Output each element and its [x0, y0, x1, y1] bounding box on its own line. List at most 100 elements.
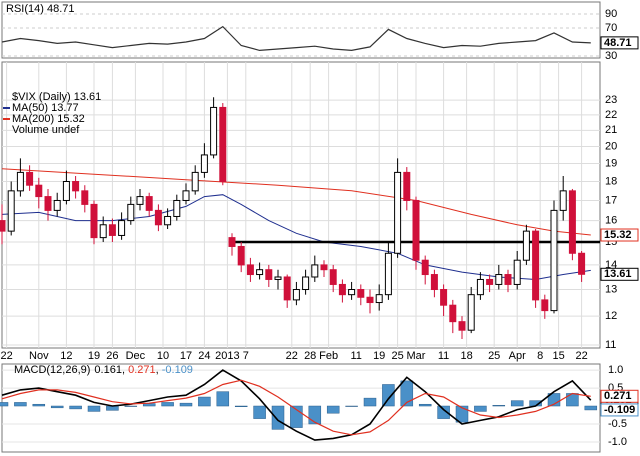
macd-legend: MACD(12,26,9) 0.161, 0.271, -0.109 — [14, 364, 193, 376]
candle-body — [99, 224, 107, 239]
candle-body — [495, 274, 503, 285]
x-tick-label: 28 — [304, 350, 316, 362]
candle-body — [550, 209, 558, 312]
y-tick-label: -1.0 — [608, 436, 627, 448]
y-tick-label: 23 — [605, 94, 617, 106]
x-tick-label: 10 — [157, 350, 169, 362]
candle-body — [164, 215, 172, 226]
histogram-bar — [492, 405, 506, 407]
candle-body — [366, 296, 374, 304]
candle-body — [274, 276, 282, 280]
legend-entry: MA(50) 13.77 — [12, 102, 79, 114]
y-tick-label: 20 — [605, 140, 617, 152]
candle-body — [173, 199, 181, 217]
histogram-bar — [584, 405, 598, 411]
macd-last-value-box — [600, 389, 639, 403]
candle-body — [35, 184, 43, 198]
candle-body — [532, 230, 540, 301]
histogram-bar — [326, 405, 340, 414]
y-tick-label: -0.5 — [608, 418, 627, 430]
candle-body — [421, 259, 429, 276]
x-tick-label: 15 — [552, 350, 564, 362]
candle-body — [265, 269, 273, 280]
price-legend-title: $VIX (Daily) 13.61 — [12, 91, 101, 103]
histogram-bar — [14, 402, 27, 407]
histogram-bar — [69, 405, 82, 410]
x-tick-label: Feb — [319, 350, 338, 362]
candle-body — [200, 154, 208, 173]
candle-body — [559, 190, 567, 211]
histogram-bar — [308, 405, 322, 425]
candle-body — [118, 220, 126, 236]
candle-body — [283, 276, 291, 301]
candle-body — [412, 199, 420, 261]
x-tick-label: 11 — [350, 350, 361, 362]
candle-body — [513, 259, 521, 285]
x-tick-label: 7 — [243, 350, 249, 362]
histogram-bar — [87, 405, 101, 412]
legend-spacer: , — [156, 364, 162, 376]
candle-body — [476, 278, 484, 296]
x-tick-label: 19 — [88, 350, 100, 362]
histogram-bar — [363, 397, 377, 407]
last-value-label: 15.32 — [604, 229, 632, 241]
rsi-last-value-box — [600, 36, 639, 50]
y-tick-label: 16 — [605, 215, 617, 227]
legend-entry: 0.271 — [128, 364, 156, 376]
rsi-title: RSI(14) 48.71 — [6, 3, 74, 15]
histogram-bar — [345, 405, 358, 407]
candle-body — [7, 190, 15, 232]
y-tick-label: 30 — [605, 50, 617, 62]
histogram-bar — [437, 405, 450, 419]
candle-body — [348, 289, 356, 296]
candle-body — [0, 220, 6, 232]
candle-body — [320, 264, 328, 271]
y-tick-label: 13 — [605, 283, 617, 295]
histogram-bar — [271, 405, 285, 430]
candle-body — [292, 289, 300, 301]
candle-body — [440, 289, 448, 306]
macd-line — [1, 379, 591, 436]
y-tick-label: 1.0 — [608, 364, 623, 376]
x-tick-label: 22 — [0, 350, 12, 362]
candle-body — [578, 252, 586, 275]
candle-body — [449, 304, 457, 323]
candle-body — [136, 196, 144, 205]
macd-last-value: 0.271 — [604, 390, 632, 402]
candle-body — [62, 180, 70, 201]
candle-body — [486, 278, 494, 285]
histogram-bar — [418, 403, 432, 407]
x-tick-label: 11 — [438, 350, 449, 362]
candle-body — [430, 274, 438, 291]
candle-body — [44, 196, 52, 211]
candle-body — [458, 321, 466, 331]
histogram-bar — [510, 400, 524, 407]
macd-panel — [1, 363, 601, 453]
histogram-bar — [400, 380, 414, 407]
macd-last-value-box — [600, 403, 639, 417]
candle-body — [522, 230, 530, 261]
histogram-bar — [198, 396, 211, 407]
y-tick-label: 17 — [605, 194, 617, 206]
candle-body — [375, 294, 383, 304]
candle-body — [16, 171, 24, 192]
x-tick-label: 25 — [391, 350, 403, 362]
candle-body — [228, 237, 236, 247]
last-value-label-box — [600, 267, 639, 281]
histogram-bar — [474, 405, 487, 412]
rsi-last-value: 48.71 — [604, 37, 632, 49]
histogram-bar — [32, 403, 46, 407]
x-tick-label: Nov — [29, 350, 49, 362]
candle-body — [568, 190, 576, 254]
candle-body — [541, 299, 549, 312]
macd-line — [1, 369, 592, 441]
x-tick-label: Apr — [509, 350, 526, 362]
macd-title: MACD(12,26,9) — [14, 364, 90, 376]
histogram-bar — [0, 402, 9, 407]
macd-last-value: -0.109 — [604, 404, 635, 416]
x-tick-label: 22 — [575, 350, 587, 362]
volume-note: Volume undef — [12, 124, 80, 136]
candle-body — [329, 269, 337, 285]
candle-body — [302, 276, 310, 291]
candle-body — [127, 203, 135, 222]
